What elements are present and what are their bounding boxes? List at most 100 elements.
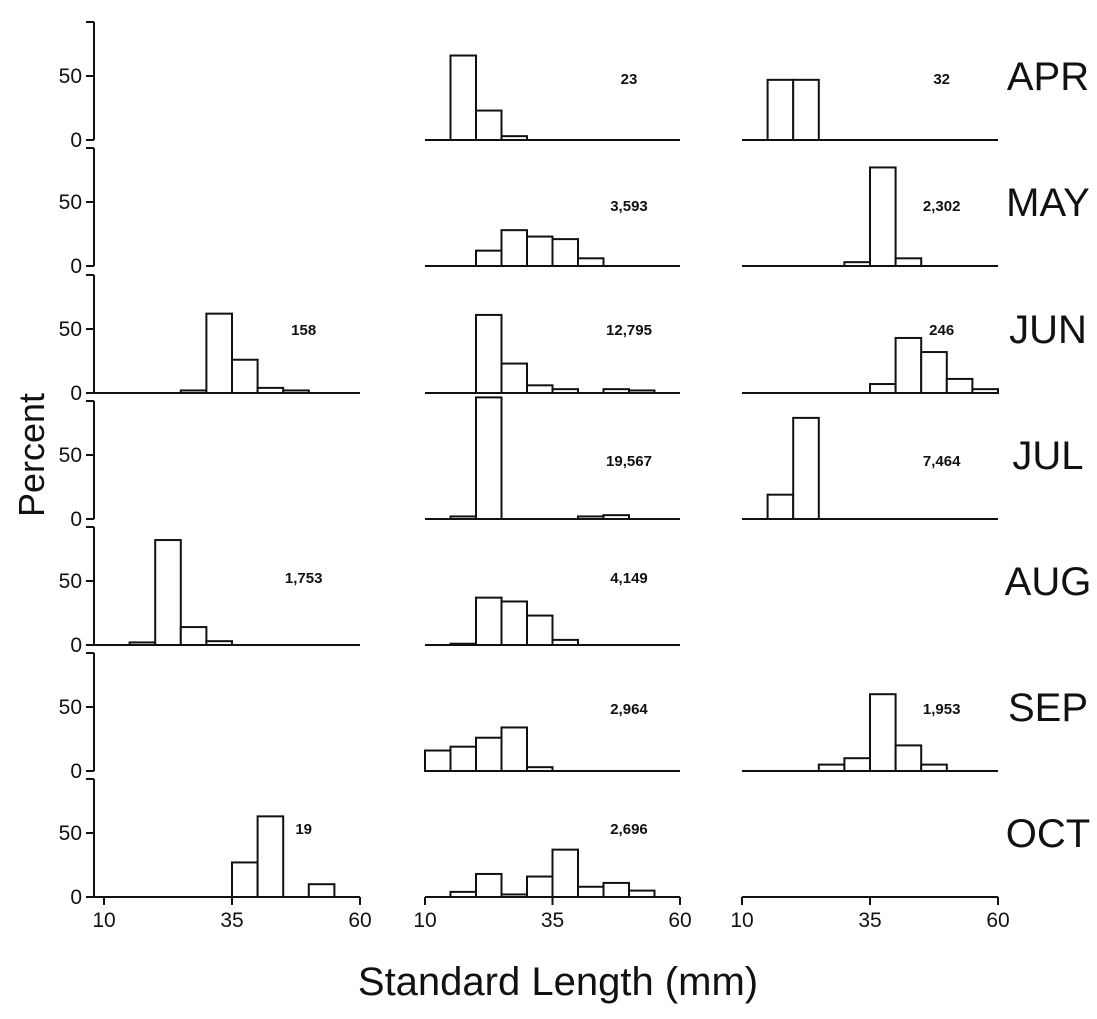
histogram-bar: [602, 388, 630, 395]
sample-size-label: 32: [933, 71, 950, 88]
y-tick-label: 0: [70, 760, 82, 783]
histogram-bar: [920, 351, 948, 395]
sample-size-label: 23: [621, 71, 638, 88]
histogram-bar: [500, 362, 528, 394]
histogram-bar: [577, 515, 605, 521]
histogram-bar: [205, 640, 233, 646]
y-tick-label: 50: [59, 318, 82, 341]
histogram-bar: [307, 883, 336, 899]
histogram-bar: [766, 493, 795, 520]
month-label: SEP: [1008, 686, 1088, 730]
x-tick-label: 10: [413, 909, 436, 932]
sample-size-label: 2,302: [923, 198, 961, 215]
x-tick-label: 35: [220, 909, 243, 932]
histogram-bar: [205, 312, 233, 395]
sample-size-label: 1,753: [285, 570, 323, 587]
sample-size-label: 1,953: [923, 701, 961, 718]
histogram-bar: [179, 389, 208, 395]
sample-size-label: 158: [291, 322, 316, 339]
histogram-bar: [526, 875, 554, 899]
histogram-bar: [894, 257, 923, 268]
y-tick-label: 50: [59, 191, 82, 214]
histogram-bar: [792, 416, 820, 521]
histogram-bar: [475, 109, 503, 141]
y-tick-label: 50: [59, 444, 82, 467]
histogram-bar: [766, 78, 795, 141]
histogram-bar: [577, 885, 605, 899]
histogram-bar: [500, 229, 528, 268]
x-axis-label: Standard Length (mm): [358, 960, 758, 1004]
axes-layer: [86, 21, 999, 905]
sample-size-label: 7,464: [923, 453, 961, 470]
histogram-bar: [526, 614, 554, 646]
histogram-bar: [231, 358, 259, 394]
sample-size-label: 4,149: [610, 570, 648, 587]
y-tick-label: 50: [59, 570, 82, 593]
sample-size-label: 246: [929, 322, 954, 339]
histogram-bar: [500, 135, 528, 142]
x-tick-label: 60: [668, 909, 691, 932]
histogram-bar: [449, 745, 477, 772]
sample-size-label: 3,593: [610, 198, 648, 215]
histogram-bar: [475, 872, 503, 899]
y-tick-label: 0: [70, 508, 82, 531]
histogram-bar: [500, 726, 528, 772]
month-label: APR: [1007, 55, 1089, 99]
histogram-bar: [526, 384, 554, 395]
y-tick-label: 0: [70, 382, 82, 405]
y-tick-label: 50: [59, 65, 82, 88]
y-tick-label: 50: [59, 696, 82, 719]
sample-size-label: 19,567: [606, 453, 652, 470]
x-tick-label: 60: [348, 909, 371, 932]
y-tick-label: 0: [70, 634, 82, 657]
y-tick-label: 50: [59, 822, 82, 845]
y-tick-label: 0: [70, 255, 82, 278]
x-tick-label: 60: [986, 909, 1009, 932]
histogram-bar: [945, 377, 974, 395]
histogram-bar: [577, 257, 605, 268]
histogram-bar: [256, 386, 285, 395]
histogram-bar: [843, 757, 872, 773]
histogram-bar: [526, 235, 554, 267]
histogram-bar: [449, 890, 477, 899]
histogram-bar: [602, 881, 630, 898]
histogram-bar: [475, 596, 503, 647]
histogram-bar: [154, 539, 182, 646]
histogram-bar: [971, 388, 1000, 395]
sample-size-label: 19: [295, 821, 312, 838]
histogram-bar: [894, 744, 923, 773]
sample-size-label: 2,696: [610, 821, 648, 838]
bars-layer: [128, 54, 1000, 899]
histogram-bar: [869, 166, 897, 267]
x-tick-label: 10: [92, 909, 115, 932]
histogram-bar: [551, 848, 579, 899]
histogram-bar: [843, 261, 872, 268]
histogram-bar: [475, 313, 503, 395]
histogram-bar: [500, 893, 528, 899]
histogram-bar: [449, 515, 477, 521]
histogram-bar: [282, 389, 310, 395]
histogram-bar: [869, 383, 897, 395]
histogram-bar: [551, 388, 579, 395]
histogram-bar: [475, 249, 503, 267]
month-label: MAY: [1006, 181, 1090, 225]
histogram-bar: [449, 642, 477, 646]
histogram-bar: [424, 749, 452, 773]
histogram-bar: [500, 600, 528, 646]
labels-layer: 0 50 APR 0 50 MAY 0 50 JUN 0 50 JUL 0 50 AUG 0 50 SEP 0 50 O…: [59, 55, 1092, 932]
month-label: JUN: [1009, 308, 1087, 352]
x-tick-label: 35: [541, 909, 564, 932]
histogram-bar: [449, 54, 477, 142]
sample-size-label: 12,795: [606, 322, 652, 339]
histogram-bar: [920, 763, 948, 772]
histogram-bar: [628, 389, 656, 395]
y-tick-label: 0: [70, 129, 82, 152]
histogram-bar: [128, 641, 157, 647]
x-tick-label: 35: [858, 909, 881, 932]
histogram-bar: [628, 889, 656, 898]
histogram-bar: [526, 766, 554, 772]
histogram-bar: [602, 514, 630, 520]
histogram-bar: [551, 638, 579, 647]
histogram-bar: [817, 763, 846, 772]
